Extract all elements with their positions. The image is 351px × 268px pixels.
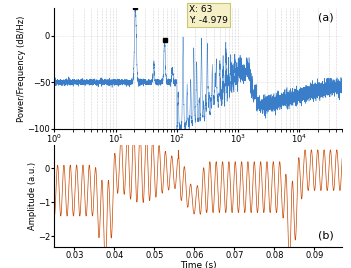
Text: X: 21
Y: 31.01: X: 21 Y: 31.01 xyxy=(0,267,1,268)
Y-axis label: Power/Frequency (dB/Hz): Power/Frequency (dB/Hz) xyxy=(17,15,26,121)
Text: (b): (b) xyxy=(318,230,333,240)
X-axis label: Frequency (Hz): Frequency (Hz) xyxy=(164,147,232,156)
Y-axis label: Amplitude (a.u.): Amplitude (a.u.) xyxy=(28,162,37,230)
X-axis label: Time (s): Time (s) xyxy=(180,261,217,268)
Text: X: 63
Y: -4.979: X: 63 Y: -4.979 xyxy=(189,5,228,25)
Text: (a): (a) xyxy=(318,13,333,23)
